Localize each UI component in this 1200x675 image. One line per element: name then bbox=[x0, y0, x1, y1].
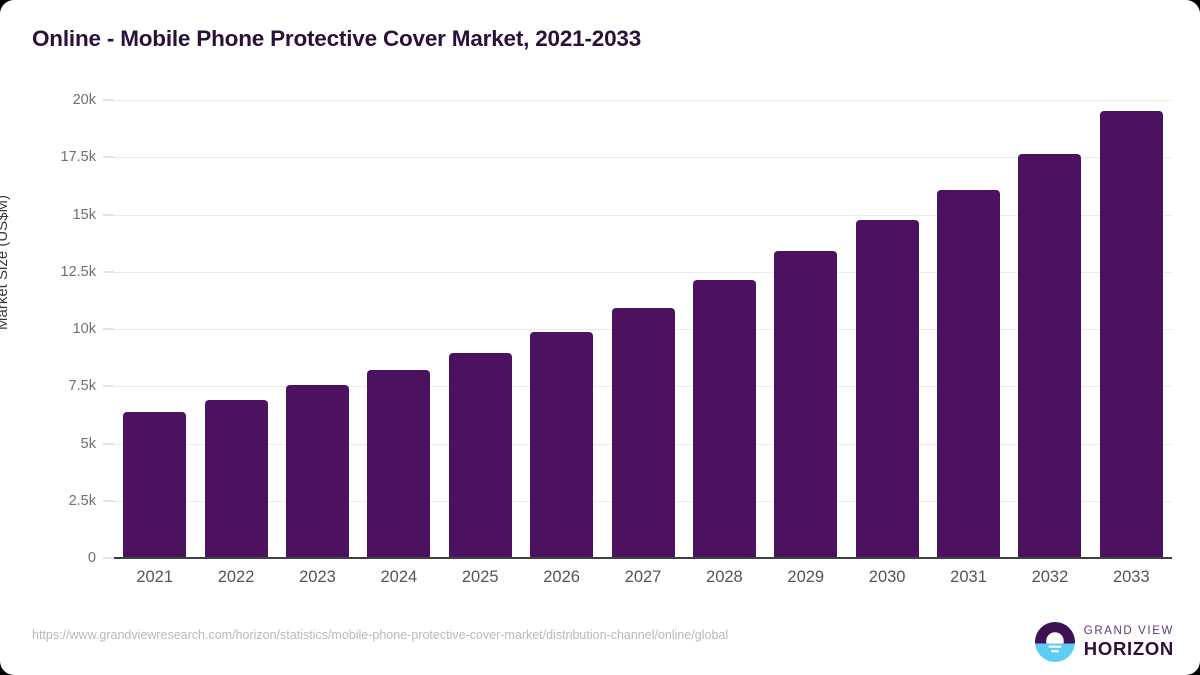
bar[interactable] bbox=[774, 251, 838, 558]
horizon-logo-icon bbox=[1034, 622, 1075, 662]
bar[interactable] bbox=[1018, 153, 1082, 558]
y-axis-tick-mark bbox=[103, 271, 114, 273]
chart-title: Online - Mobile Phone Protective Cover M… bbox=[32, 26, 642, 51]
y-axis-tick-mark bbox=[103, 328, 114, 330]
bar[interactable] bbox=[855, 220, 919, 558]
y-axis-tick-mark bbox=[103, 385, 114, 387]
y-axis-tick-label: 17.5k bbox=[60, 149, 96, 166]
bar[interactable] bbox=[692, 279, 756, 558]
grand-view-horizon-logo: GRAND VIEW HORIZON bbox=[1034, 622, 1174, 662]
bar[interactable] bbox=[204, 400, 268, 558]
bar[interactable] bbox=[285, 385, 349, 558]
x-axis-tick-label: 2033 bbox=[1112, 568, 1150, 586]
y-axis-tick-label: 0 bbox=[87, 550, 96, 566]
x-axis-tick-label: 2026 bbox=[543, 568, 580, 586]
y-axis-tick-label: 20k bbox=[72, 92, 96, 108]
y-axis-tick-mark bbox=[103, 99, 114, 101]
x-axis-tick-label: 2031 bbox=[950, 568, 987, 586]
x-axis-tick-label: 2027 bbox=[624, 568, 662, 586]
y-axis-tick-label: 5k bbox=[80, 435, 96, 452]
y-axis-tick-mark bbox=[103, 500, 114, 502]
y-axis-tick-mark bbox=[103, 443, 114, 444]
bar[interactable] bbox=[367, 370, 431, 558]
gridline bbox=[114, 214, 1172, 216]
x-axis-tick-label: 2028 bbox=[706, 568, 743, 586]
y-axis-tick-label: 10k bbox=[72, 321, 96, 337]
y-axis-tick-label: 7.5k bbox=[68, 378, 96, 395]
bar[interactable] bbox=[530, 331, 594, 558]
y-axis-tick-label: 2.5k bbox=[68, 492, 96, 509]
bar[interactable] bbox=[937, 190, 1001, 558]
x-axis-tick-label: 2025 bbox=[461, 568, 499, 586]
x-axis-tick-label: 2023 bbox=[299, 568, 336, 586]
gridline bbox=[114, 157, 1172, 159]
bar[interactable] bbox=[611, 308, 675, 558]
x-axis-tick-label: 2030 bbox=[868, 568, 906, 586]
x-axis-tick-label: 2021 bbox=[136, 568, 174, 586]
y-axis-tick-labels: 0 2.5k 5k 7.5k 10k 12.5k 15k 17.5k 20k bbox=[8, 0, 96, 675]
plot-area bbox=[114, 100, 1172, 558]
x-axis-baseline bbox=[114, 557, 1172, 559]
y-axis-tick-label: 15k bbox=[72, 206, 96, 223]
x-axis-tick-label: 2029 bbox=[787, 568, 825, 586]
gridline bbox=[114, 271, 1172, 273]
x-axis-tick-label: 2022 bbox=[217, 568, 255, 586]
x-axis-tick-label: 2024 bbox=[380, 568, 418, 586]
bar[interactable] bbox=[1099, 111, 1163, 558]
logo-brand-line: GRAND VIEW bbox=[1083, 624, 1174, 637]
source-url: https://www.grandviewresearch.com/horizo… bbox=[32, 628, 729, 642]
y-axis-tick-mark bbox=[103, 156, 114, 158]
gridline bbox=[114, 100, 1172, 101]
logo-text: GRAND VIEW HORIZON bbox=[1083, 624, 1174, 659]
bar[interactable] bbox=[448, 353, 512, 558]
y-axis-tick-mark bbox=[103, 557, 114, 559]
x-axis-tick-label: 2032 bbox=[1031, 568, 1069, 586]
bar[interactable] bbox=[123, 411, 187, 558]
logo-product-line: HORIZON bbox=[1083, 638, 1174, 659]
y-axis-tick-label: 12.5k bbox=[60, 263, 96, 280]
y-axis-tick-mark bbox=[103, 214, 114, 215]
